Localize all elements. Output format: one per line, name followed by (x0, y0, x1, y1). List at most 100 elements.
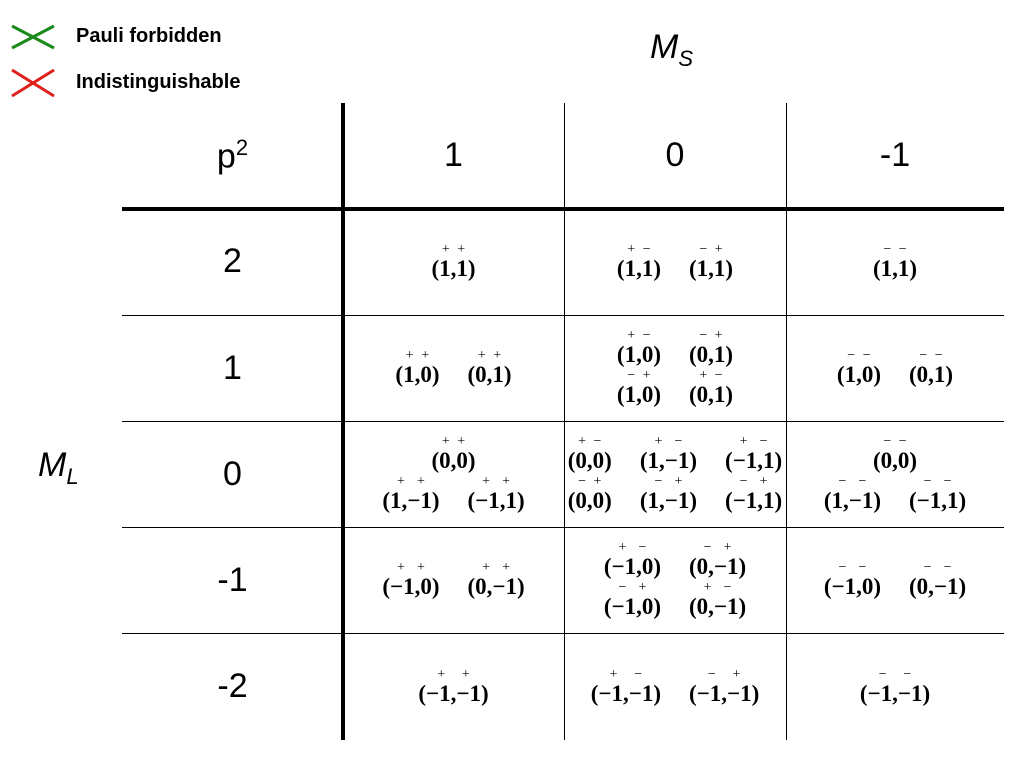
spin: − (674, 434, 683, 449)
cell-line: − − (−1,−1) (860, 667, 930, 706)
spin: − (847, 348, 856, 363)
microstate: + + (−1,−1) (418, 667, 489, 706)
spins: + − (574, 435, 605, 449)
row-line (122, 315, 1004, 316)
spin: + (578, 434, 587, 449)
corner: p2 (122, 103, 343, 208)
microstate-label: (0,0) (567, 488, 612, 513)
cell: + + (−1,0) + + (0,−1) (343, 527, 564, 633)
spin: − (739, 474, 748, 489)
microstate-label: (1,−1) (823, 488, 881, 513)
spins: − + (696, 329, 727, 343)
microstate-label: (−1,1) (909, 488, 967, 513)
microstate: + − (−1,1) (725, 435, 782, 473)
microstate-label: (1,0) (395, 362, 440, 387)
spin: + (421, 348, 430, 363)
microstate-label: (0,−1) (689, 554, 747, 579)
spins: + − (624, 241, 655, 257)
spin: − (858, 560, 867, 575)
microstate-label: (−1,0) (603, 554, 661, 579)
spins: − + (696, 241, 727, 257)
microstate: − + (1,0) (617, 369, 661, 407)
spin: − (759, 434, 768, 449)
spins: + + (391, 561, 431, 575)
cell-line: − − (0,0) (873, 435, 917, 473)
corner-sup: 2 (235, 134, 249, 160)
cell-line: − − (−1,0) − − (0,−1) (824, 561, 966, 599)
microstate: + + (−1,0) (382, 561, 439, 599)
cell: + + (1,0) + + (0,1) (343, 315, 564, 421)
microstate-label: (1,−1) (639, 448, 698, 473)
cell: − − (0,0) − − (1,−1) − − (−1,1) (786, 421, 1004, 527)
spins: + + (438, 435, 469, 449)
spin: + (654, 434, 663, 449)
spin: + (457, 434, 466, 449)
microstate-label: (1,1) (689, 255, 734, 281)
microstate: + + (1,1) (431, 242, 475, 281)
microstate: − − (0,1) (909, 349, 953, 387)
microstate: + + (−1,1) (468, 475, 525, 513)
spins: + + (474, 349, 505, 363)
microstate: + − (1,0) (617, 329, 661, 367)
spin: − (923, 560, 932, 575)
spin: − (883, 434, 892, 449)
cell: + − (−1,0) − + (0,−1) − + (−1,0) + − (0,−1) (564, 527, 786, 633)
microstate-label: (1,1) (616, 255, 661, 281)
cell-line: + + (1,−1) + + (−1,1) (382, 475, 524, 513)
spin: − (838, 474, 847, 489)
microstate: − − (1,0) (837, 349, 881, 387)
microstate: − + (1,−1) (640, 475, 697, 513)
microstate: + − (0,0) (568, 435, 612, 473)
row-line (122, 527, 1004, 528)
spin: − (593, 434, 602, 449)
cell-line: + + (−1,−1) (418, 667, 489, 706)
spins: − + (734, 475, 774, 489)
cell-line: + − (0,0) + − (1,−1) + − (−1,1) (568, 435, 782, 473)
ml-axis-label: ML (38, 446, 79, 490)
spin: + (714, 328, 723, 343)
spin: + (638, 580, 647, 595)
microstate-label: (−1,−1) (418, 680, 489, 706)
cell: − − (−1,−1) (786, 633, 1004, 740)
cell-line: + − (1,0) − + (0,1) (617, 329, 733, 367)
cell: + − (1,1) − + (1,1) (564, 208, 786, 315)
microstate: − + (−1,1) (725, 475, 782, 513)
spin: + (502, 560, 511, 575)
microstate-label: (0,0) (872, 448, 918, 473)
microstate: − + (1,1) (689, 241, 734, 281)
spin: + (642, 368, 651, 383)
spin: + (609, 666, 618, 682)
spin: − (923, 474, 932, 489)
spin: + (593, 474, 602, 489)
cell-line: + − (−1,−1) − + (−1,−1) (591, 666, 760, 706)
microstate-label: (0,−1) (909, 574, 967, 599)
spin: + (396, 474, 405, 489)
spins: − + (574, 475, 605, 489)
spin: − (883, 241, 892, 257)
cell-line: + + (0,0) (431, 435, 475, 473)
spin: + (627, 241, 636, 257)
spin: + (723, 540, 732, 555)
spin: + (477, 348, 486, 363)
cell: + + (0,0) + + (1,−1) + + (−1,1) (343, 421, 564, 527)
cell-line: + + (1,0) + + (0,1) (395, 349, 511, 387)
spins: + + (402, 349, 433, 363)
cell: − − (1,1) (786, 208, 1004, 315)
legend-label: Indistinguishable (76, 71, 241, 93)
cell-line: + − (1,1) − + (1,1) (616, 241, 734, 281)
spin: + (703, 580, 712, 595)
cell-line: − + (1,0) + − (0,1) (617, 369, 733, 407)
microstate: + + (1,0) (395, 349, 439, 387)
col-line (786, 103, 787, 740)
row-line (122, 421, 1004, 422)
row-header: 0 (223, 454, 242, 493)
microstate: + + (0,1) (468, 349, 512, 387)
spin: − (699, 241, 708, 257)
spin: + (416, 474, 425, 489)
spins: − + (698, 541, 738, 555)
spins: + − (612, 541, 652, 555)
microstate-label: (−1,1) (725, 488, 783, 513)
spins: − + (700, 667, 749, 682)
cell: + − (−1,−1) − + (−1,−1) (564, 633, 786, 740)
